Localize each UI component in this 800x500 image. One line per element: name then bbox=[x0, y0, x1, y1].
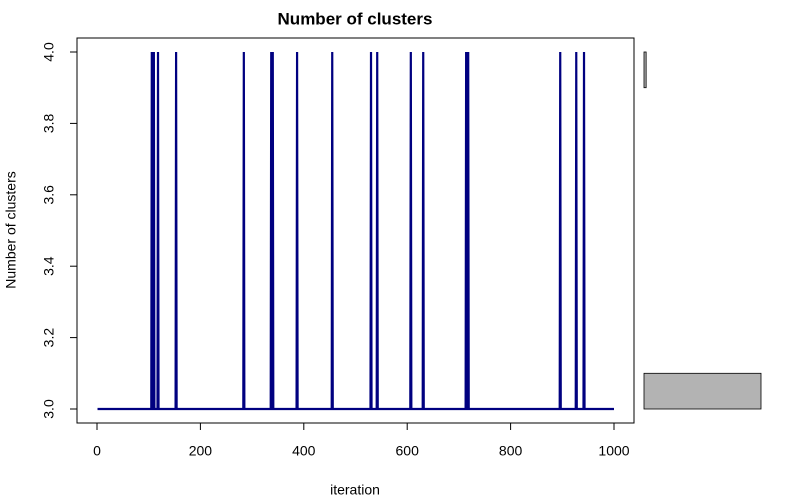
histogram-bar bbox=[643, 372, 762, 410]
x-tick-label: 600 bbox=[396, 443, 420, 459]
x-tick-label: 800 bbox=[499, 443, 523, 459]
x-tick-label: 0 bbox=[93, 443, 101, 459]
y-tick-label: 3.8 bbox=[41, 113, 57, 133]
x-tick-label: 400 bbox=[292, 443, 316, 459]
plot-box bbox=[76, 37, 635, 424]
y-tick-label: 3.0 bbox=[41, 399, 57, 419]
y-axis-label: Number of clusters bbox=[3, 171, 19, 288]
y-tick-label: 3.4 bbox=[41, 256, 57, 276]
y-tick-label: 4.0 bbox=[41, 42, 57, 62]
y-tick-label: 3.2 bbox=[41, 328, 57, 348]
chart-title: Number of clusters bbox=[278, 9, 433, 28]
trace-line bbox=[97, 51, 614, 411]
x-axis-label: iteration bbox=[330, 482, 380, 498]
x-tick-label: 1000 bbox=[598, 443, 629, 459]
histogram-bar bbox=[643, 51, 647, 89]
y-tick-label: 3.6 bbox=[41, 185, 57, 205]
x-tick-label: 200 bbox=[189, 443, 213, 459]
